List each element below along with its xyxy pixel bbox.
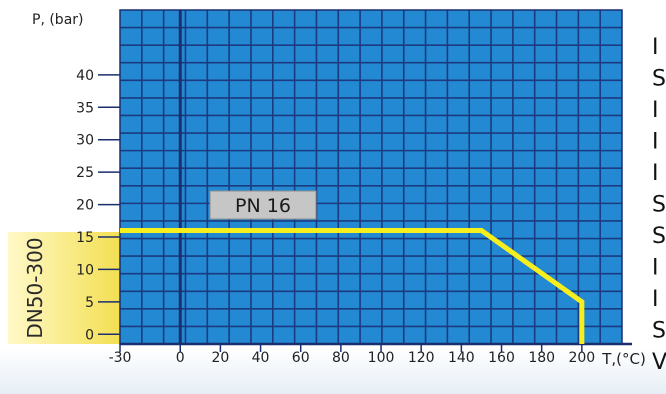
plot-background [120, 10, 622, 344]
x-tick-label: -30 [109, 350, 132, 366]
y-tick-label: 25 [76, 165, 94, 181]
x-tick-label: 180 [528, 350, 555, 366]
y-tick-label: 40 [76, 68, 94, 84]
x-tick-label: 140 [448, 350, 475, 366]
x-tick-label: 80 [332, 350, 350, 366]
right-edge-letter: S [652, 193, 666, 218]
right-edge-letter: S [652, 319, 666, 344]
x-tick-label: 60 [292, 350, 310, 366]
right-edge-letter: I [652, 130, 659, 155]
y-tick-label: 20 [76, 198, 94, 214]
y-tick-label: 10 [76, 262, 94, 278]
x-tick-label: 100 [368, 350, 395, 366]
y-tick-label: 30 [76, 133, 94, 149]
y-tick-label: 35 [76, 100, 94, 116]
right-edge-letter: I [652, 256, 659, 281]
right-edge-letter: I [652, 287, 659, 312]
x-tick-label: 40 [252, 350, 270, 366]
right-edge-letter: S [652, 67, 666, 92]
x-tick-label: 20 [211, 350, 229, 366]
x-tick-label: 120 [408, 350, 435, 366]
x-tick-label: 200 [568, 350, 595, 366]
right-edge-letter: I [652, 161, 659, 186]
x-axis-label: T,(°C) [601, 350, 646, 368]
right-edge-letter: V [652, 350, 666, 375]
series-label-text: PN 16 [235, 195, 291, 217]
y-tick-label: 5 [85, 295, 94, 311]
y-tick-label: 15 [76, 230, 94, 246]
right-edge-letter: S [652, 224, 666, 249]
y-axis-label: P, (bar) [32, 12, 84, 28]
range-label: DN50-300 [23, 237, 47, 338]
right-edge-letter: I [652, 98, 659, 123]
y-tick-label: 0 [85, 327, 94, 343]
x-tick-label: 160 [488, 350, 515, 366]
right-edge-letter: I [652, 35, 659, 60]
x-tick-label: 0 [176, 350, 185, 366]
